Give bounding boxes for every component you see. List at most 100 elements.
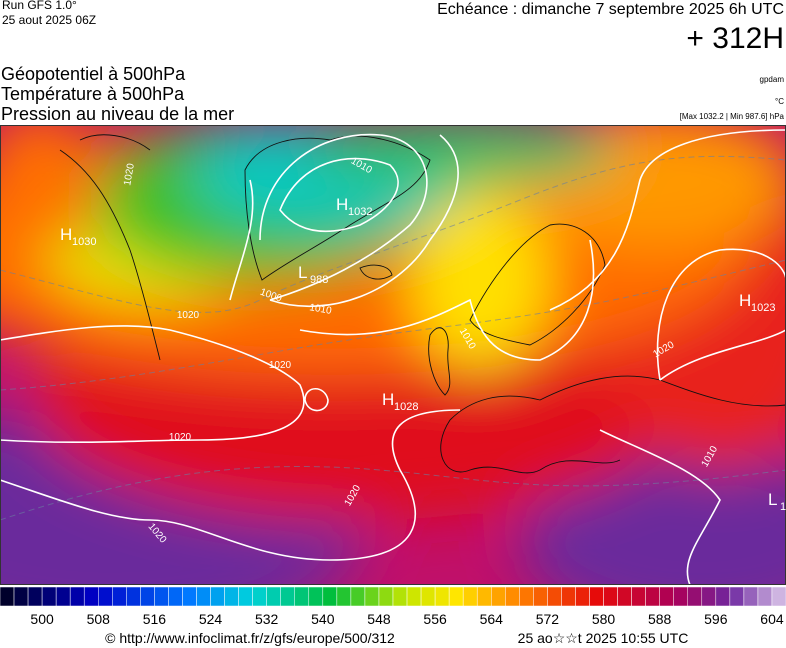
colorbar-label: 604 xyxy=(760,611,784,627)
center-pressure: 1032 xyxy=(348,206,372,218)
colorbar-label: 556 xyxy=(423,611,447,627)
color-swatch xyxy=(224,586,239,607)
run-label: Run GFS 1.0° xyxy=(2,0,77,12)
color-swatch xyxy=(112,586,127,607)
color-swatch xyxy=(168,586,183,607)
colorbar-label: 596 xyxy=(704,611,728,627)
color-swatch xyxy=(154,586,169,607)
run-date: 25 aout 2025 06Z xyxy=(2,13,96,27)
color-swatch xyxy=(645,586,660,607)
color-swatch xyxy=(392,586,408,607)
isobar-label: 1020 xyxy=(122,162,137,186)
color-swatch xyxy=(294,586,310,607)
color-swatch xyxy=(27,586,43,607)
center-symbol: H xyxy=(739,291,751,310)
color-swatch xyxy=(491,586,506,607)
color-swatch xyxy=(505,586,520,607)
color-swatch xyxy=(98,586,113,607)
color-swatch xyxy=(462,586,478,607)
colorbar-label: 572 xyxy=(536,611,560,627)
color-swatch xyxy=(519,586,534,607)
color-swatch xyxy=(448,586,464,607)
color-swatch xyxy=(69,586,85,607)
center-pressure: 1030 xyxy=(72,236,96,248)
forecast-time: Echéance : dimanche 7 septembre 2025 6h … xyxy=(437,1,784,18)
color-swatch xyxy=(13,586,29,607)
color-swatch xyxy=(603,586,618,607)
color-swatch xyxy=(617,586,632,607)
color-swatch xyxy=(336,586,352,607)
center-symbol: H xyxy=(60,225,72,244)
center-pressure: 988 xyxy=(310,274,328,286)
color-swatch xyxy=(547,586,562,607)
color-swatch xyxy=(280,586,296,607)
color-swatch xyxy=(476,586,492,607)
color-swatch xyxy=(126,586,141,607)
field-title: Température à 500hPa xyxy=(1,84,185,104)
color-swatch xyxy=(140,586,155,607)
colorbar: 500 508 516 524 532 540 548 556 564 572 580 588 596 6… xyxy=(0,586,786,627)
colorbar-label: 588 xyxy=(648,611,672,627)
color-swatch xyxy=(83,586,99,607)
source-link[interactable]: © http://www.infoclimat.fr/z/gfs/europe/… xyxy=(105,630,395,646)
color-swatch xyxy=(196,586,211,607)
color-swatch xyxy=(729,586,745,607)
color-swatch xyxy=(364,586,380,607)
color-swatch xyxy=(238,586,253,607)
color-swatch xyxy=(55,586,71,607)
color-swatch xyxy=(406,586,422,607)
color-swatch xyxy=(378,586,394,607)
color-swatch xyxy=(757,586,773,607)
isobar-label: 1020 xyxy=(169,432,192,443)
isobar-label: 1020 xyxy=(269,360,292,371)
map-area xyxy=(0,125,786,585)
color-swatch xyxy=(434,586,450,607)
issued-time: 25 ao☆☆t 2025 10:55 UTC xyxy=(518,630,689,646)
color-swatch xyxy=(575,586,590,607)
colorbar-label: 540 xyxy=(311,611,335,627)
color-swatch xyxy=(182,586,197,607)
color-swatch xyxy=(266,586,281,607)
colorbar-label: 524 xyxy=(199,611,223,627)
color-swatch xyxy=(350,586,366,607)
isobar-label: 1020 xyxy=(177,310,200,321)
colorbar-label: 532 xyxy=(255,611,279,627)
center-pressure: 1028 xyxy=(394,401,418,413)
color-swatch xyxy=(589,586,604,607)
center-symbol: L xyxy=(298,263,307,282)
color-swatch xyxy=(210,586,225,607)
center-symbol: H xyxy=(382,390,394,409)
colorbar-label: 508 xyxy=(87,611,111,627)
color-swatch xyxy=(41,586,57,607)
color-swatch xyxy=(0,586,15,607)
unit-label: °C xyxy=(775,97,784,106)
center-pressure: 1 xyxy=(780,501,786,513)
unit-label: gpdam xyxy=(760,75,785,84)
color-swatch xyxy=(631,586,646,607)
color-swatch xyxy=(743,586,759,607)
field-title: Géopotentiel à 500hPa xyxy=(1,64,186,84)
color-swatch xyxy=(659,586,674,607)
colorbar-label: 516 xyxy=(143,611,167,627)
color-swatch xyxy=(252,586,267,607)
colorbar-label: 564 xyxy=(480,611,504,627)
color-swatch xyxy=(715,586,731,607)
color-swatch xyxy=(420,586,436,607)
color-swatch xyxy=(322,586,338,607)
field-title: Pression au niveau de la mer xyxy=(1,104,234,124)
lead-time: + 312H xyxy=(686,22,784,55)
color-swatch xyxy=(533,586,548,607)
color-swatch xyxy=(308,586,324,607)
colorbar-label: 500 xyxy=(30,611,54,627)
unit-label: [Max 1032.2 | Min 987.6] hPa xyxy=(680,112,785,121)
isobar-label: 1010 xyxy=(309,302,333,317)
color-swatch xyxy=(673,586,689,607)
colorbar-label: 548 xyxy=(367,611,391,627)
center-symbol: H xyxy=(336,195,348,214)
center-symbol: L xyxy=(768,490,777,509)
color-swatch xyxy=(687,586,703,607)
color-swatch xyxy=(701,586,717,607)
